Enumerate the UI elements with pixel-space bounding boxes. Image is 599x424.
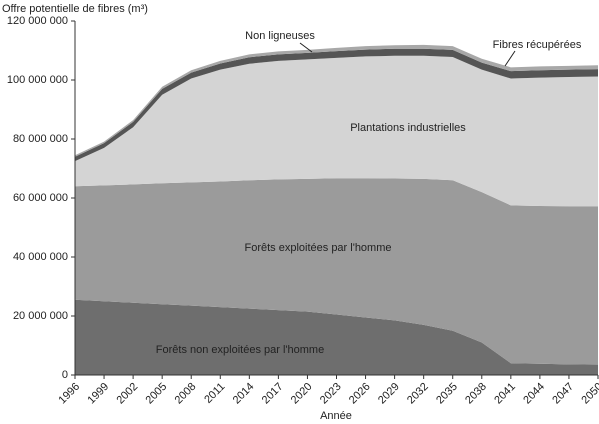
series-label: Forêts non exploitées par l'homme — [156, 344, 324, 356]
x-tick-label: 2044 — [521, 381, 547, 407]
x-tick-label: 2035 — [434, 381, 460, 407]
x-tick-label: 2023 — [318, 381, 344, 407]
x-tick-label: 2005 — [144, 381, 170, 407]
x-tick-label: 2014 — [231, 381, 257, 407]
x-tick-label: 2038 — [463, 381, 489, 407]
area — [75, 299, 598, 375]
x-tick-label: 2017 — [260, 381, 286, 407]
x-tick-label: 2050 — [579, 381, 599, 407]
x-tick-label: 2002 — [114, 381, 140, 407]
pointer — [299, 42, 313, 53]
x-tick-label: 2041 — [492, 381, 518, 407]
y-tick-label: 80 000 000 — [13, 133, 68, 145]
x-tick-label: 2029 — [376, 381, 402, 407]
x-tick-label: 2032 — [405, 381, 431, 407]
x-tick-label: 2011 — [202, 381, 227, 406]
y-tick-label: 40 000 000 — [13, 251, 68, 263]
x-tick-label: 2020 — [289, 381, 315, 407]
y-tick-label: 120 000 000 — [7, 15, 68, 27]
series-label: Forêts exploitées par l'homme — [245, 242, 392, 254]
x-tick-label: 2026 — [347, 381, 373, 407]
series-label: Non ligneuses — [245, 30, 315, 42]
series-label: Fibres récupérées — [493, 39, 582, 51]
y-tick-label: 60 000 000 — [13, 192, 68, 204]
y-tick-label: 20 000 000 — [13, 310, 68, 322]
y-tick-label: 100 000 000 — [7, 74, 68, 86]
x-tick-label: 2008 — [173, 381, 199, 407]
area — [75, 55, 598, 207]
chart-title: Offre potentielle de fibres (m³) — [2, 3, 148, 15]
x-tick-label: 1999 — [85, 381, 111, 407]
series-label: Plantations industrielles — [350, 122, 466, 134]
x-tick-label: 2047 — [550, 381, 576, 407]
pointer — [504, 50, 516, 67]
x-axis-label: Année — [320, 410, 352, 422]
area — [75, 178, 598, 365]
y-tick-label: 0 — [62, 369, 68, 381]
x-tick-label: 1996 — [56, 381, 82, 407]
